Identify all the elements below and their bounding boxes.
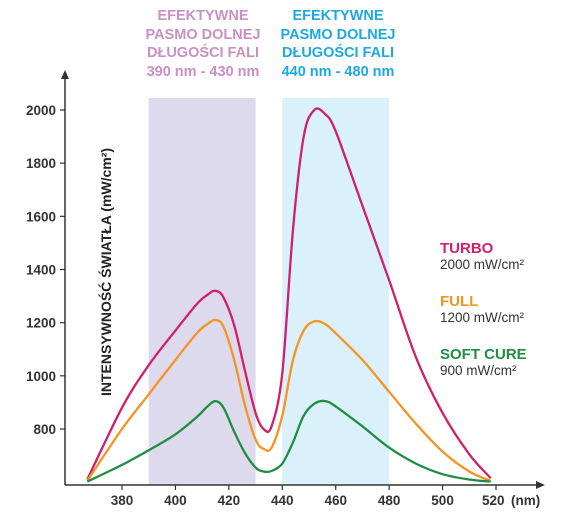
x-tick-label: 440 bbox=[271, 493, 294, 508]
band-violet-title-line-4: 390 nm - 430 nm bbox=[146, 63, 260, 80]
y-tick-label: 1400 bbox=[26, 263, 56, 278]
x-axis-arrow bbox=[536, 481, 545, 489]
x-tick-label: 460 bbox=[324, 493, 347, 508]
y-tick-label: 1600 bbox=[26, 209, 56, 224]
x-tick-label: 400 bbox=[164, 493, 187, 508]
y-tick-label: 1000 bbox=[26, 369, 56, 384]
band-blue-title-line-1: EFEKTYWNE bbox=[292, 8, 384, 24]
band-violet-title-line-1: EFEKTYWNE bbox=[157, 8, 249, 24]
x-tick-label: 500 bbox=[431, 493, 454, 508]
legend-turbo: TURBO 2000 mW/cm² bbox=[440, 240, 524, 273]
legend-soft-cure: SOFT CURE 900 mW/cm² bbox=[440, 346, 527, 379]
axes bbox=[60, 70, 545, 490]
legend-soft-cure-name: SOFT CURE bbox=[440, 346, 527, 363]
band-blue-title-line-3: DŁUGOŚCI FALI bbox=[282, 45, 394, 61]
legend-turbo-name: TURBO bbox=[440, 240, 494, 257]
y-tick-label: 800 bbox=[33, 422, 56, 437]
y-tick-label: 1800 bbox=[26, 156, 56, 171]
x-tick-label: 520 bbox=[482, 493, 505, 508]
y-axis-arrow bbox=[61, 70, 69, 79]
x-axis-unit: (nm) bbox=[511, 493, 540, 508]
legend-full: FULL 1200 mW/cm² bbox=[440, 293, 524, 326]
y-tick-label: 1200 bbox=[26, 316, 56, 331]
legend-soft-cure-value: 900 mW/cm² bbox=[440, 363, 517, 378]
legend-full-value: 1200 mW/cm² bbox=[440, 310, 525, 325]
legend-turbo-value: 2000 mW/cm² bbox=[440, 257, 525, 272]
band-blue-title-line-2: PASMO DOLNEJ bbox=[280, 26, 396, 43]
x-tick-label: 420 bbox=[218, 493, 241, 508]
band-violet-title-line-3: DŁUGOŚCI FALI bbox=[147, 45, 259, 61]
series-full-line bbox=[86, 318, 492, 482]
x-tick-label: 380 bbox=[111, 493, 134, 508]
band-violet bbox=[148, 98, 256, 485]
tick-labels: 380 400 420 440 460 480 500 520 (nm) 800 1000 1200 1… bbox=[26, 103, 540, 508]
series-soft-cure-line bbox=[86, 399, 491, 483]
legend-full-name: FULL bbox=[440, 293, 479, 310]
band-violet-title-line-2: PASMO DOLNEJ bbox=[145, 26, 261, 43]
y-tick-label: 2000 bbox=[26, 103, 56, 118]
y-axis-title: INTENSYWNOŚĆ ŚWIATŁA (mW/cm²) bbox=[97, 148, 114, 396]
band-blue-title-line-4: 440 nm - 480 nm bbox=[281, 63, 395, 80]
series-lines bbox=[86, 107, 492, 483]
band-blue-title: EFEKTYWNE PASMO DOLNEJ DŁUGOŚCI FALI 440… bbox=[263, 7, 413, 81]
series-turbo-line bbox=[86, 107, 492, 481]
x-tick-label: 480 bbox=[378, 493, 401, 508]
band-violet-title: EFEKTYWNE PASMO DOLNEJ DŁUGOŚCI FALI 390… bbox=[128, 7, 278, 81]
